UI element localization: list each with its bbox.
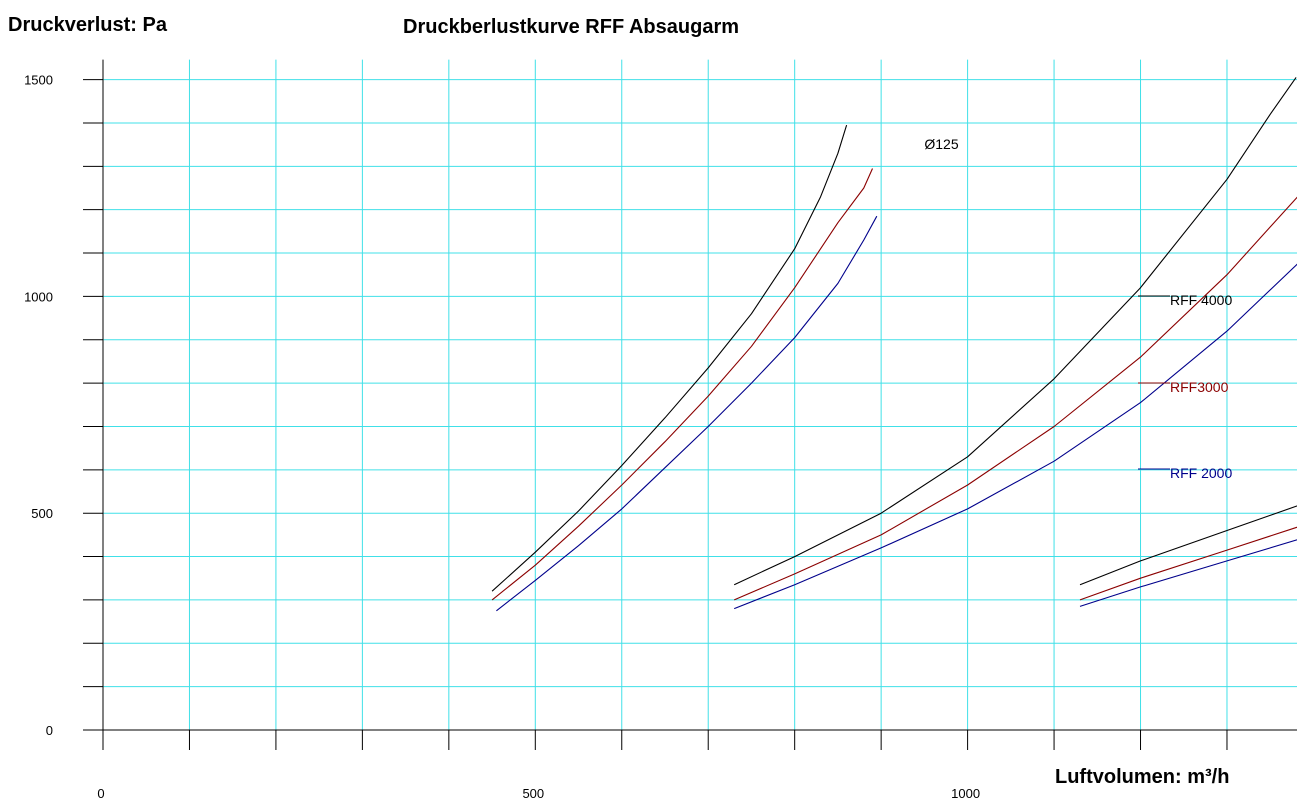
y-axis-title: Druckverlust: Pa: [8, 14, 167, 36]
series-line: [496, 215, 878, 612]
y-tick-label: 1000: [24, 289, 53, 304]
y-tick-label: 1500: [24, 73, 53, 88]
x-axis-title: Luftvolumen: m³/h: [1055, 766, 1230, 788]
diameter-label: Ø125: [924, 136, 958, 152]
x-tick-label: 0: [97, 786, 104, 801]
y-tick-label: 500: [31, 506, 53, 521]
series-line: [733, 196, 1297, 601]
legend-label: RFF3000: [1170, 379, 1229, 395]
legend-label: RFF 4000: [1170, 292, 1232, 308]
x-tick-label: 1000: [951, 786, 980, 801]
series-line: [733, 77, 1297, 586]
series-line: [733, 263, 1297, 610]
series-line: [1079, 505, 1297, 586]
legend-label: RFF 2000: [1170, 465, 1232, 481]
chart-title: Druckberlustkurve RFF Absaugarm: [403, 16, 740, 38]
series-line: [491, 124, 848, 592]
x-tick-label: 500: [522, 786, 544, 801]
series-line: [491, 168, 874, 601]
series-line: [1079, 539, 1297, 607]
y-tick-label: 0: [46, 723, 53, 738]
series-line: [1079, 526, 1297, 601]
